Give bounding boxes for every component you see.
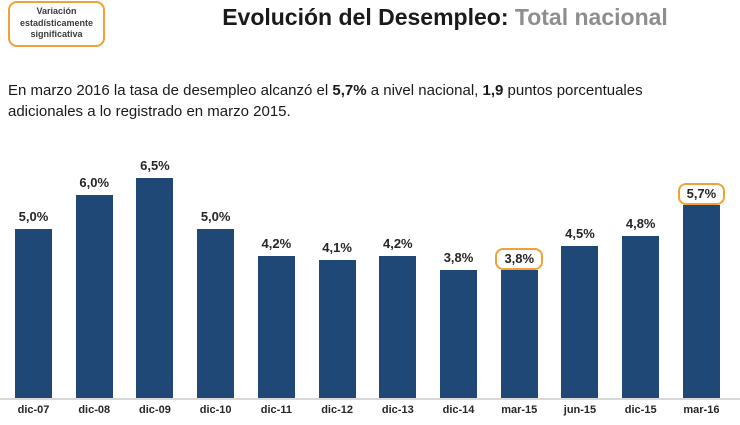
bar-value-label-highlighted: 5,7% [677,183,726,205]
bar-group: 3,8% [495,248,544,399]
x-axis-label: mar-16 [683,404,720,416]
x-axis-label: dic-15 [624,404,657,416]
bar-value-label: 4,2% [382,236,413,251]
bar [15,229,52,399]
bar-value-label: 4,8% [625,216,656,231]
bar-value-label: 4,2% [261,236,292,251]
summary-bold-value: 1,9 [482,82,504,99]
bar-value-label: 3,8% [443,250,474,265]
bar-value-label: 4,5% [565,226,595,241]
summary-text-run: En marzo 2016 la tasa de desempleo alcan… [8,82,333,99]
x-axis-label: dic-14 [442,404,475,416]
bar-group: 5,7% [677,183,726,399]
bar-group: 6,0% [75,175,113,399]
bar [75,195,113,399]
bar [136,178,174,399]
bar [440,270,478,399]
x-axis-line [0,398,740,400]
x-axis-label: dic-12 [321,404,353,416]
bars-row: 5,0% 6,0% 6,5% 5,0% 4,2% 4,1% 4,2% 3,8% 3,8% 4,5%… [0,150,740,399]
bar-group: 4,8% [622,216,660,399]
bar [197,229,235,399]
unemployment-bar-chart: 5,0% 6,0% 6,5% 5,0% 4,2% 4,1% 4,2% 3,8% 3,8% 4,5%… [0,150,740,425]
summary-text: En marzo 2016 la tasa de desempleo alcan… [8,80,714,123]
page-title: Evolución del Desempleo: Total nacional [150,4,740,31]
bar [561,246,599,399]
bar-group: 5,0% [15,209,52,399]
bar [257,256,295,399]
summary-text-run: puntos porcentuales adicionales a lo reg… [8,82,643,121]
x-axis-label: dic-10 [199,404,232,416]
bar-group: 4,1% [318,240,356,399]
bar-value-label: 5,0% [200,209,231,224]
bar-group: 5,0% [197,209,235,399]
summary-bold-value: 5,7% [332,82,367,99]
bar [500,270,538,399]
bar [379,256,417,399]
bar-group: 4,2% [379,236,417,399]
bar-group: 4,2% [257,236,295,399]
x-axis-label: dic-09 [139,404,171,416]
x-axis-labels: dic-07 dic-08 dic-09 dic-10 dic-11 dic-12 dic-… [0,404,740,416]
bar [318,260,356,399]
page-title-highlight: Total nacional [508,4,668,30]
bar-group: 6,5% [136,158,174,399]
x-axis-label: mar-15 [501,404,538,416]
bar [682,205,720,399]
bar-value-label-highlighted: 3,8% [495,248,544,270]
bar-value-label: 6,0% [79,175,110,190]
significance-legend-badge: Variación estadísticamente significativa [8,1,105,48]
x-axis-label: jun-15 [563,404,597,416]
bar-value-label: 5,0% [18,209,49,224]
significance-legend-label: Variación estadísticamente significativa [19,6,94,40]
bar-value-label: 6,5% [140,158,170,173]
summary-text-run: a nivel nacional, [366,82,483,99]
bar-group: 4,5% [561,226,599,399]
x-axis-label: dic-13 [381,404,414,416]
bar [622,236,660,399]
x-axis-label: dic-08 [78,404,111,416]
bar-value-label: 4,1% [322,240,352,255]
x-axis-label: dic-07 [17,404,50,416]
page-title-main: Evolución del Desempleo: [222,4,509,30]
bar-group: 3,8% [440,250,478,399]
x-axis-label: dic-11 [260,404,292,416]
